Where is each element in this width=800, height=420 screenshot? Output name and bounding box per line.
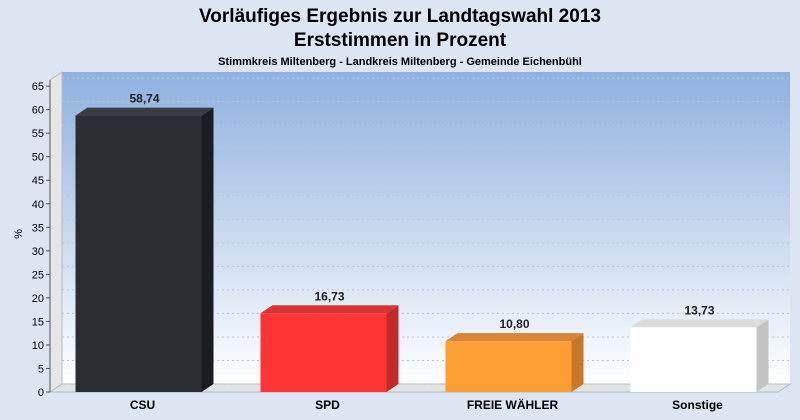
bar-side: [386, 305, 399, 392]
bar-csu: 58,74: [75, 92, 214, 392]
bar-front: [630, 327, 757, 392]
y-tick-label: 30: [32, 246, 44, 258]
y-tick-label: 20: [32, 293, 44, 305]
bar-front: [260, 313, 387, 392]
bar-side: [571, 333, 584, 392]
bar-top: [630, 319, 769, 328]
y-tick-label: 25: [32, 269, 44, 281]
y-tick-label: 15: [32, 316, 44, 328]
y-tick-label: 50: [32, 152, 44, 164]
bar-top: [75, 107, 214, 116]
bar-value-label: 10,80: [499, 317, 529, 331]
y-tick-label: 40: [32, 199, 44, 211]
y-tick-label: 0: [38, 387, 44, 399]
x-tick-label: Sonstige: [672, 398, 723, 412]
bars: 58,74 16,73 10,80 13,73: [75, 92, 769, 392]
bar-front: [445, 341, 572, 392]
bar-value-label: 58,74: [129, 92, 159, 106]
bar-spd: 16,73: [260, 289, 399, 392]
bar-top: [445, 333, 584, 342]
bar-freie-wähler: 10,80: [445, 317, 584, 392]
bar-sonstige: 13,73: [630, 303, 769, 392]
y-tick-label: 10: [32, 340, 44, 352]
y-tick-label: 45: [32, 175, 44, 187]
y-tick-label: 35: [32, 222, 44, 234]
x-tick-label: FREIE WÄHLER: [467, 397, 559, 412]
bar-top: [260, 305, 399, 314]
y-axis: 0 5 10 15 20 25 30 35 40 45 50 55 60 65: [32, 80, 51, 399]
bar-value-label: 13,73: [684, 303, 714, 317]
plot-left-wall: [49, 71, 63, 393]
y-tick-label: 65: [32, 81, 44, 93]
x-tick-label: CSU: [130, 398, 155, 412]
bar-side: [756, 319, 769, 392]
bar-front: [75, 115, 202, 392]
x-axis: CSU SPD FREIE WÄHLER Sonstige: [130, 397, 723, 412]
y-axis-label: %: [13, 229, 25, 239]
chart-subtitle: Erststimmen in Prozent: [294, 30, 507, 51]
chart-title: Vorläufiges Ergebnis zur Landtagswahl 20…: [199, 6, 601, 27]
y-tick-label: 55: [32, 128, 44, 140]
x-tick-label: SPD: [315, 398, 340, 412]
y-tick-label: 5: [38, 363, 44, 375]
bar-side: [201, 107, 214, 392]
y-tick-label: 60: [32, 105, 44, 117]
bar-value-label: 16,73: [314, 289, 344, 303]
chart-region-caption: Stimmkreis Miltenberg - Landkreis Milten…: [218, 56, 582, 68]
